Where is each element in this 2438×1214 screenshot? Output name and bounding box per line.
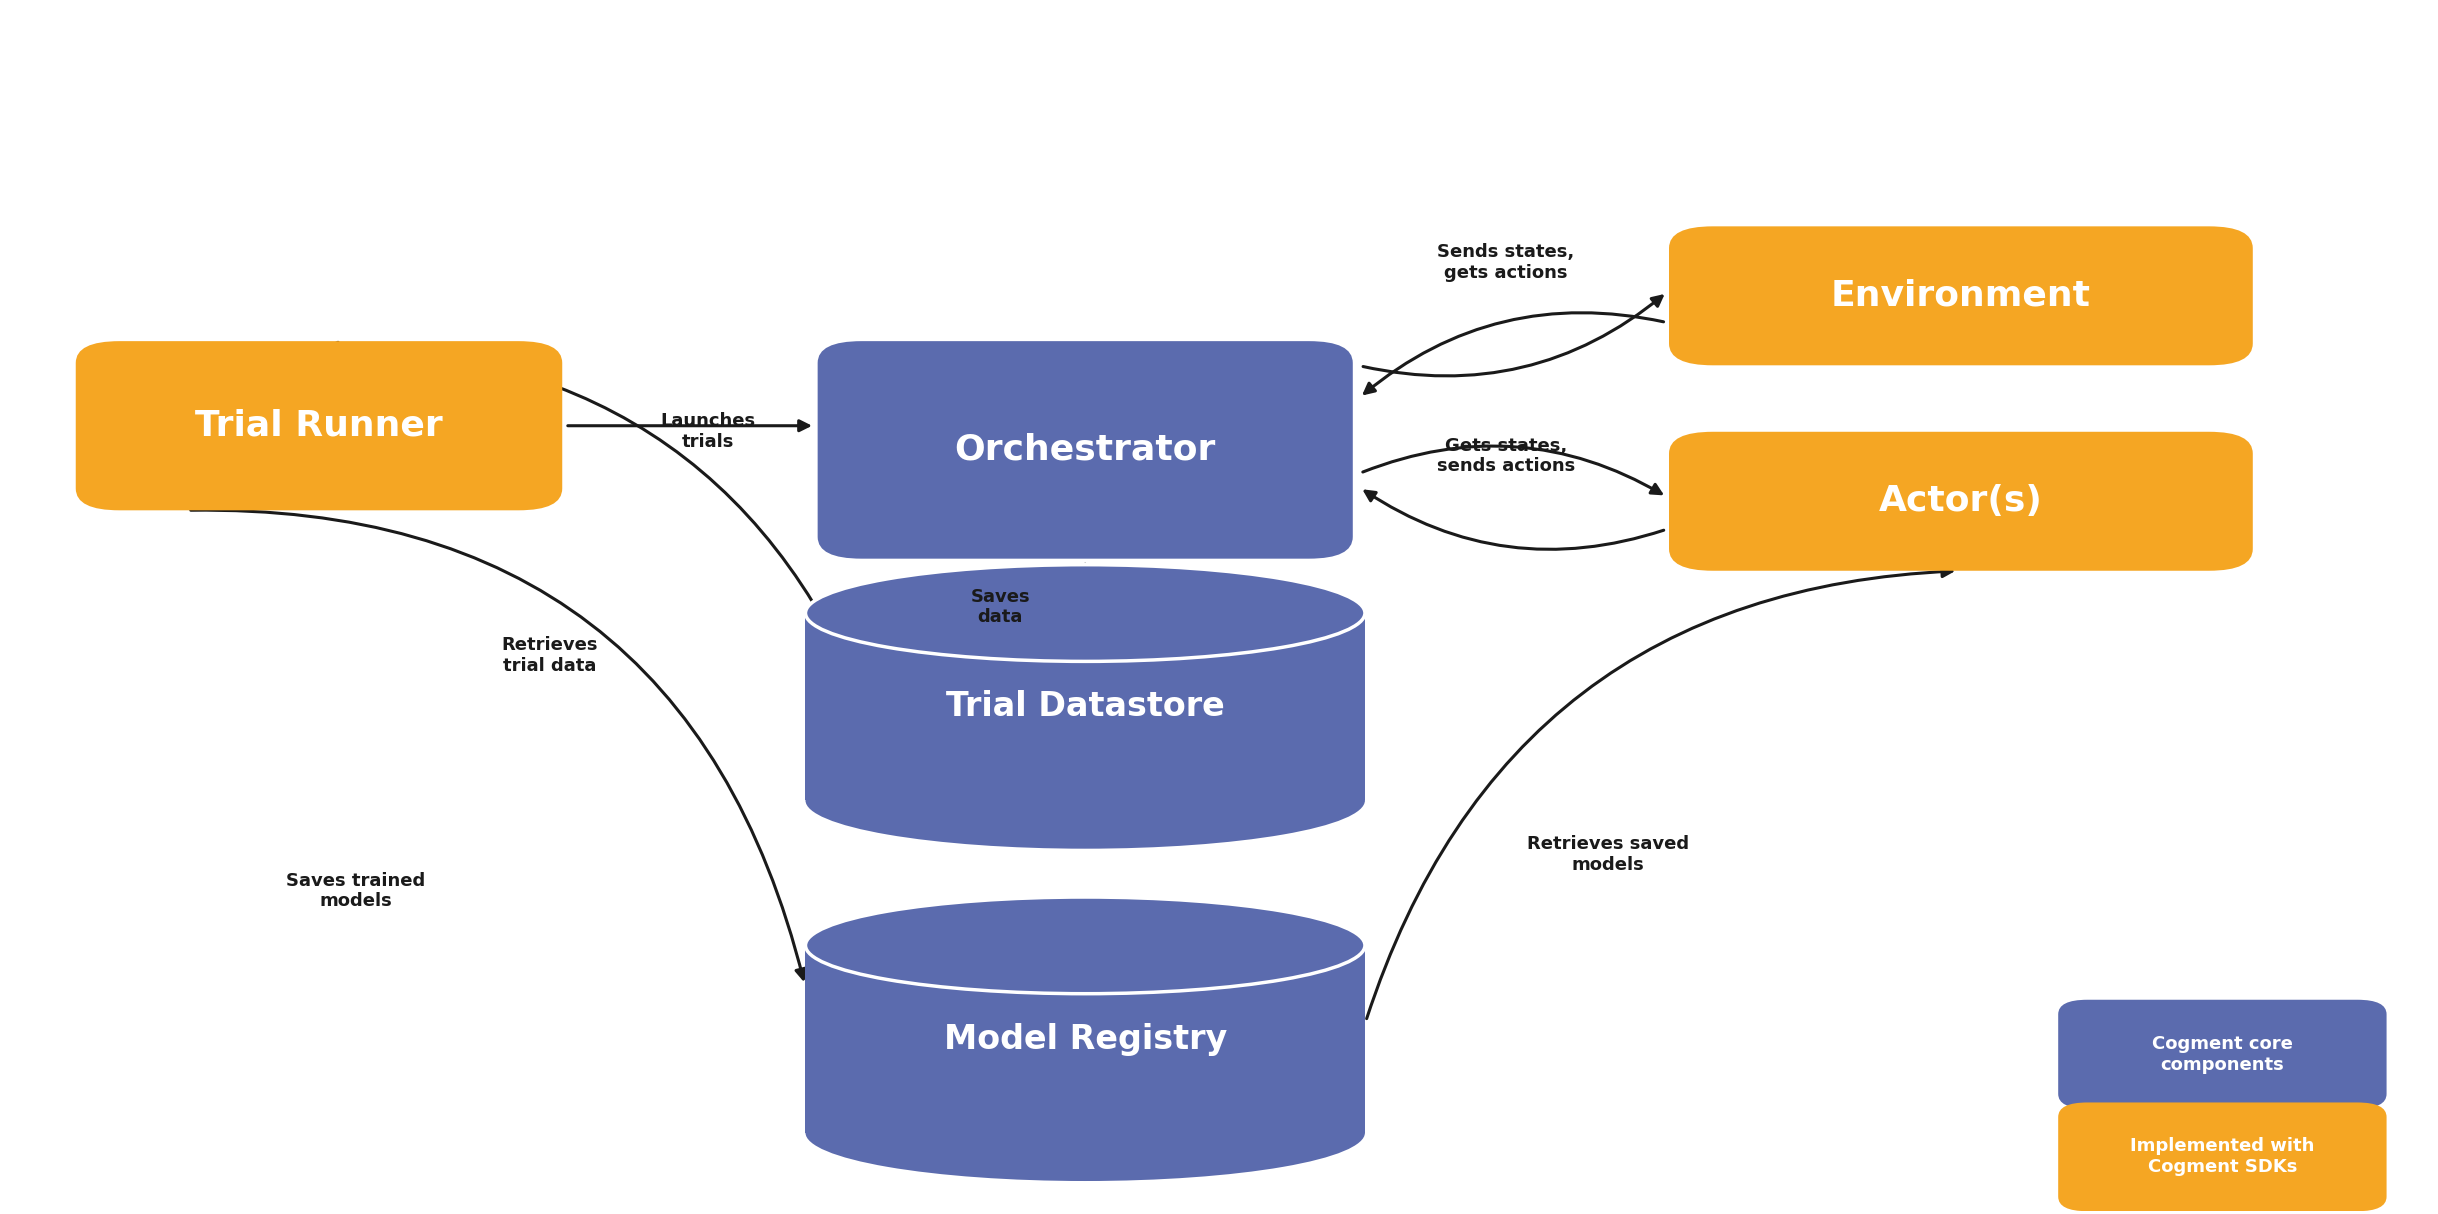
Text: Actor(s): Actor(s) <box>1880 484 2043 518</box>
FancyBboxPatch shape <box>1670 226 2253 365</box>
Text: Trial Runner: Trial Runner <box>195 409 444 443</box>
FancyBboxPatch shape <box>817 341 1353 558</box>
FancyArrowPatch shape <box>190 510 805 978</box>
FancyBboxPatch shape <box>2058 1102 2387 1212</box>
FancyArrowPatch shape <box>1363 296 1663 376</box>
Text: Launches
trials: Launches trials <box>661 413 756 452</box>
Text: Retrieves saved
models: Retrieves saved models <box>1526 835 1690 874</box>
Bar <box>805 613 1365 800</box>
Text: Trial Datastore: Trial Datastore <box>946 691 1224 724</box>
Text: Gets states,
sends actions: Gets states, sends actions <box>1436 437 1575 476</box>
Ellipse shape <box>805 751 1365 849</box>
Ellipse shape <box>805 565 1365 662</box>
Text: Retrieves
trial data: Retrieves trial data <box>502 636 597 675</box>
Bar <box>805 946 1365 1133</box>
FancyBboxPatch shape <box>1670 432 2253 571</box>
Text: Saves trained
models: Saves trained models <box>285 872 424 910</box>
FancyArrowPatch shape <box>1363 446 1660 494</box>
Text: Saves
data: Saves data <box>970 588 1029 626</box>
FancyArrowPatch shape <box>329 342 878 734</box>
Text: Environment: Environment <box>1831 279 2092 313</box>
FancyArrowPatch shape <box>1365 313 1663 393</box>
Text: Cogment core
components: Cogment core components <box>2153 1034 2292 1073</box>
FancyArrowPatch shape <box>1368 567 1953 1019</box>
Text: Sends states,
gets actions: Sends states, gets actions <box>1438 243 1575 282</box>
Ellipse shape <box>805 1084 1365 1181</box>
FancyArrowPatch shape <box>1365 492 1663 550</box>
FancyArrowPatch shape <box>1080 565 1090 605</box>
FancyBboxPatch shape <box>2058 1000 2387 1108</box>
Text: Orchestrator: Orchestrator <box>956 433 1217 467</box>
FancyBboxPatch shape <box>76 341 563 510</box>
FancyArrowPatch shape <box>568 421 809 431</box>
Ellipse shape <box>805 897 1365 994</box>
Text: Model Registry: Model Registry <box>944 1022 1226 1055</box>
Text: Implemented with
Cogment SDKs: Implemented with Cogment SDKs <box>2131 1138 2314 1176</box>
